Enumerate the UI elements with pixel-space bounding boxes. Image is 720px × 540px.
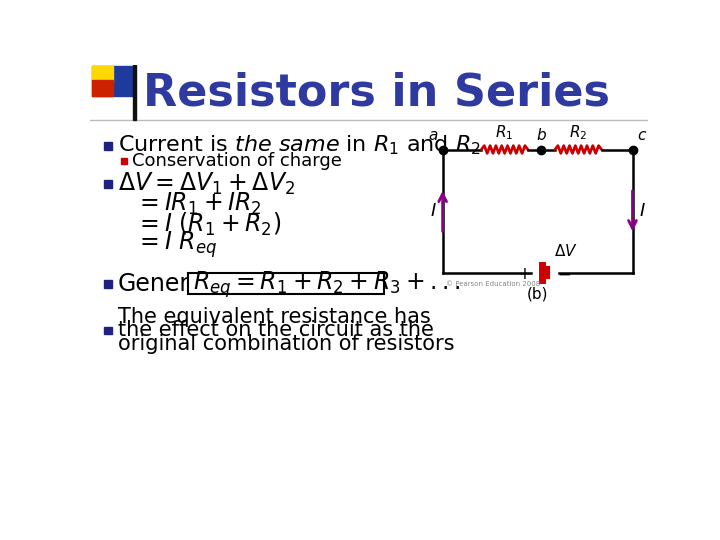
Text: Conservation of charge: Conservation of charge: [132, 152, 342, 170]
Text: $= IR_1 + IR_2$: $= IR_1 + IR_2$: [135, 191, 262, 217]
Text: General:: General:: [118, 272, 219, 296]
Text: Current is $\mathit{the\ same}$ in $R_1$ and $R_2$: Current is $\mathit{the\ same}$ in $R_1$…: [118, 134, 481, 158]
Bar: [133, 65, 136, 120]
Bar: [104, 180, 112, 188]
Bar: [91, 66, 134, 96]
Text: $\Delta V = \Delta V_1 + \Delta V_2$: $\Delta V = \Delta V_1 + \Delta V_2$: [118, 171, 295, 197]
Text: +: +: [517, 265, 531, 284]
Text: $= I\ R_{eq}$: $= I\ R_{eq}$: [135, 229, 217, 260]
Bar: [121, 158, 127, 164]
Text: $R_1$: $R_1$: [495, 123, 514, 142]
Text: $R_2$: $R_2$: [569, 123, 588, 142]
Text: $R_{eq} = R_1 + R_2 + R_3 + ...$: $R_{eq} = R_1 + R_2 + R_3 + ...$: [193, 269, 461, 300]
Text: the effect on the circuit as the: the effect on the circuit as the: [118, 320, 433, 340]
Text: (b): (b): [527, 287, 549, 302]
FancyBboxPatch shape: [189, 273, 384, 294]
Text: Resistors in Series: Resistors in Series: [143, 71, 610, 114]
Bar: [104, 280, 112, 288]
Bar: [104, 327, 112, 334]
Text: The equivalent resistance has: The equivalent resistance has: [118, 307, 431, 327]
Text: $\Delta V$: $\Delta V$: [554, 243, 578, 259]
Text: $I$: $I$: [639, 202, 646, 220]
Text: $= I\ (R_1+R_2)$: $= I\ (R_1+R_2)$: [135, 211, 282, 238]
Bar: [90, 65, 648, 119]
Bar: [91, 80, 113, 96]
Text: $c$: $c$: [637, 129, 647, 143]
Text: −: −: [557, 265, 571, 284]
Text: © Pearson Education 2008: © Pearson Education 2008: [446, 281, 541, 287]
Text: original combination of resistors: original combination of resistors: [118, 334, 454, 354]
Bar: [90, 65, 648, 119]
Bar: [91, 66, 113, 82]
Text: $a$: $a$: [428, 129, 438, 143]
Text: $I$: $I$: [430, 202, 436, 220]
Bar: [104, 142, 112, 150]
Text: $b$: $b$: [536, 127, 546, 143]
